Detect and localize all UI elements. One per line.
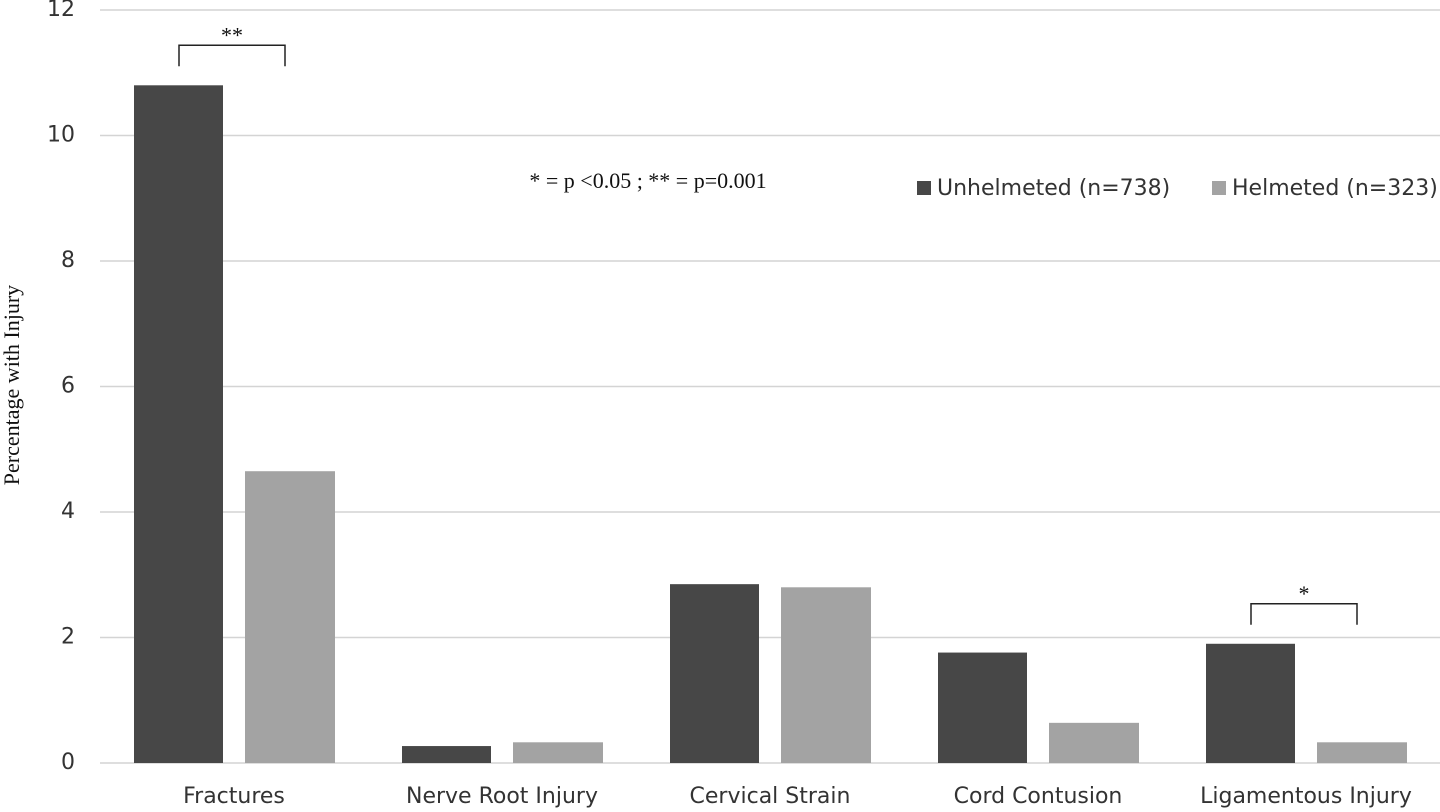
y-tick-label: 6 xyxy=(61,374,75,399)
significance-label: ** xyxy=(221,22,243,47)
y-tick-label: 2 xyxy=(61,625,75,650)
y-axis-label: Percentage with Injury xyxy=(0,285,24,485)
significance-label: * xyxy=(1299,581,1310,606)
bar xyxy=(781,587,871,763)
bar xyxy=(1206,643,1295,763)
annotation: * = p <0.05 ; ** = p=0.001 xyxy=(529,168,766,193)
bar xyxy=(938,652,1027,763)
y-tick-label: 8 xyxy=(61,248,75,273)
y-tick-label: 4 xyxy=(61,499,75,524)
significance-bracket xyxy=(1250,603,1358,625)
bar xyxy=(245,471,335,763)
bar xyxy=(134,85,223,764)
bar xyxy=(513,742,603,763)
legend-label: Unhelmeted (n=738) xyxy=(937,176,1170,201)
legend-swatch xyxy=(917,181,931,195)
significance-bracket xyxy=(178,44,286,67)
x-tick-label: Cervical Strain xyxy=(690,784,851,809)
bar xyxy=(402,746,491,763)
y-tick-label: 12 xyxy=(47,0,75,22)
legend-swatch xyxy=(1212,181,1226,195)
bar xyxy=(1049,722,1139,763)
x-tick-label: Ligamentous Injury xyxy=(1200,784,1412,809)
x-tick-label: Nerve Root Injury xyxy=(406,784,598,809)
legend-label: Helmeted (n=323) xyxy=(1232,176,1438,201)
y-tick-label: 10 xyxy=(47,123,75,148)
bar xyxy=(1317,742,1407,763)
bar xyxy=(670,584,759,763)
x-tick-label: Cord Contusion xyxy=(954,784,1123,809)
y-tick-label: 0 xyxy=(61,750,75,775)
x-tick-label: Fractures xyxy=(183,784,285,809)
